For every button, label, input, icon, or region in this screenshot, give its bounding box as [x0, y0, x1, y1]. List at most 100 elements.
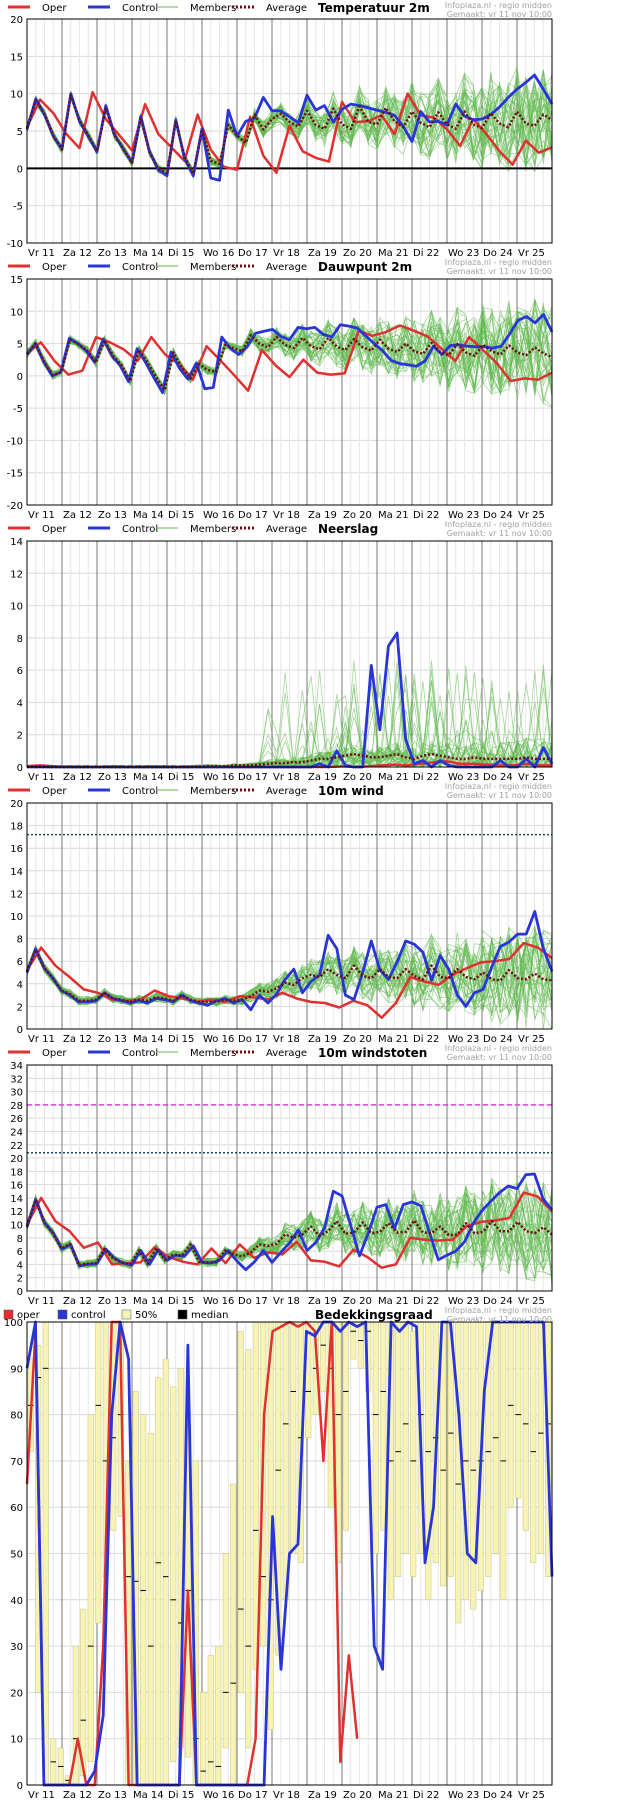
cloud-50pct-bar	[342, 1321, 349, 1531]
cloud-50pct-bar	[290, 1321, 297, 1554]
source-label: Infoplaza.nl - regio midden	[445, 1, 552, 10]
x-day-label: Vr 25	[518, 248, 545, 257]
cloud-50pct-bar	[80, 1608, 87, 1776]
x-day-label: Di 22	[413, 772, 439, 781]
legend-label: Members	[190, 1048, 236, 1059]
y-tick-label: 2	[17, 1002, 23, 1013]
x-day-label: Di 15	[168, 248, 194, 257]
ensemble-member-line	[26, 306, 553, 395]
x-day-label: Di 15	[168, 1296, 194, 1305]
x-day-label: Za 19	[308, 1034, 337, 1043]
legend-label: Members	[190, 524, 236, 535]
y-tick-label: 14	[10, 537, 23, 548]
y-tick-label: 0	[17, 1287, 23, 1298]
y-tick-label: 70	[10, 1457, 23, 1468]
x-day-label: Ma 21	[378, 772, 409, 781]
y-tick-label: 15	[10, 275, 23, 286]
legend-swatch	[3, 1309, 14, 1320]
x-day-label: Di 15	[168, 1034, 194, 1043]
y-tick-label: 20	[10, 15, 23, 26]
chart-panel-windstoten: 0 2 4 6 8 10 12 14 16 18 20 22 24 26 28 30 32 34 Vr 11 Za 1…	[0, 1043, 556, 1307]
x-day-label: Vr 11	[28, 248, 55, 257]
y-tick-label: 30	[10, 1088, 23, 1099]
cloud-50pct-bar	[515, 1321, 522, 1499]
ensemble-member-line	[26, 942, 553, 1016]
x-day-label: Vr 18	[273, 1790, 300, 1800]
legend-label: Members	[190, 262, 236, 273]
timestamp-label: Gemaakt: vr 11 nov 10:00	[447, 1053, 552, 1062]
cloud-50pct-bar	[380, 1321, 387, 1531]
x-day-label: Do 24	[483, 1790, 513, 1800]
chart-title: Dauwpunt 2m	[318, 260, 412, 274]
chart-panel-neerslag: 0 2 4 6 8 10 12 14 Vr 11 Za 12 Zo 13 Ma 14 Di 15 Wo 1…	[0, 519, 556, 783]
series-oper-line	[25, 1191, 553, 1269]
series-average-line	[25, 93, 553, 175]
legend-label: median	[191, 1310, 229, 1321]
legend-label: Control	[122, 3, 158, 14]
chart-panel-dauwpunt: -20 -15 -10 -5 0 5 10 15 Vr 11 Za 12 Zo 13 Ma 14 Di …	[0, 257, 556, 521]
cloud-50pct-bar	[87, 1414, 94, 1763]
chart-panel-wind: 0 2 4 6 8 10 12 14 16 18 20 Vr 11 Za 12 Zo 13 Ma 14 Di …	[0, 781, 556, 1045]
plot-frame	[26, 540, 553, 768]
cloud-50pct-bar	[530, 1321, 537, 1564]
y-tick-label: 8	[17, 1234, 23, 1245]
y-tick-label: 18	[10, 1167, 23, 1178]
cloud-50pct-bar	[162, 1358, 169, 1786]
x-day-label: Vr 25	[518, 772, 545, 781]
cloud-50pct-bar	[222, 1553, 229, 1749]
x-day-label: Wo 23	[448, 772, 479, 781]
x-day-label: Di 15	[168, 1790, 194, 1800]
chart-title: 10m windstoten	[318, 1046, 427, 1060]
cloud-50pct-bar	[147, 1432, 154, 1786]
x-day-label: Vr 18	[273, 1296, 300, 1305]
y-tick-label: 0	[17, 1025, 23, 1036]
x-day-label: Ma 21	[378, 1790, 409, 1800]
y-tick-label: 8	[17, 634, 23, 645]
y-tick-label: 15	[10, 52, 23, 63]
plot-frame	[26, 18, 553, 244]
x-day-label: Zo 13	[98, 1034, 127, 1043]
x-day-label: Zo 20	[343, 1296, 372, 1305]
x-day-label: Zo 13	[98, 510, 127, 519]
y-tick-label: 18	[10, 822, 23, 833]
legend-label: Control	[122, 1048, 158, 1059]
x-day-label: Wo 16	[203, 1296, 234, 1305]
y-tick-label: 2	[17, 1274, 23, 1285]
y-tick-label: 90	[10, 1364, 23, 1375]
x-day-label: Ma 21	[378, 1034, 409, 1043]
series-oper-line	[25, 1320, 359, 1787]
x-day-label: Ma 14	[133, 248, 164, 257]
cloud-50pct-bar	[237, 1331, 244, 1693]
source-label: Infoplaza.nl - regio midden	[445, 520, 552, 529]
series-control-line	[25, 73, 554, 182]
wind-chart: 0 2 4 6 8 10 12 14 16 18 20 Vr 11 Za 12 Zo 13 Ma 14 Di …	[8, 782, 554, 1045]
x-day-label: Zo 20	[343, 772, 372, 781]
x-day-label: Do 17	[238, 772, 268, 781]
series-control-line	[25, 313, 554, 394]
x-day-label: Zo 20	[343, 1034, 372, 1043]
legend-label: Average	[266, 3, 307, 14]
cloud-50pct-bar	[282, 1321, 289, 1601]
x-day-label: Za 12	[63, 772, 92, 781]
x-day-label: Do 17	[238, 248, 268, 257]
x-day-label: Vr 25	[518, 1034, 545, 1043]
y-tick-label: 100	[4, 1318, 23, 1329]
legend-label: Average	[266, 524, 307, 535]
cloud-50pct-bar	[215, 1645, 222, 1786]
cloud-50pct-bar	[230, 1483, 237, 1786]
y-tick-label: 0	[17, 372, 23, 383]
y-tick-label: 0	[17, 763, 23, 774]
source-label: Infoplaza.nl - regio midden	[445, 1306, 552, 1315]
x-day-label: Do 24	[483, 1034, 513, 1043]
y-tick-label: 16	[10, 844, 23, 855]
legend-label: Oper	[42, 524, 67, 535]
x-day-label: Zo 13	[98, 248, 127, 257]
y-tick-label: 34	[10, 1061, 23, 1072]
x-day-label: Za 12	[63, 1296, 92, 1305]
y-tick-label: 24	[10, 1127, 23, 1138]
legend-label: oper	[17, 1310, 41, 1321]
plot-frame	[26, 802, 553, 1030]
legend-label: Control	[122, 786, 158, 797]
y-tick-label: -5	[13, 404, 23, 415]
legend-label: Oper	[42, 1048, 67, 1059]
